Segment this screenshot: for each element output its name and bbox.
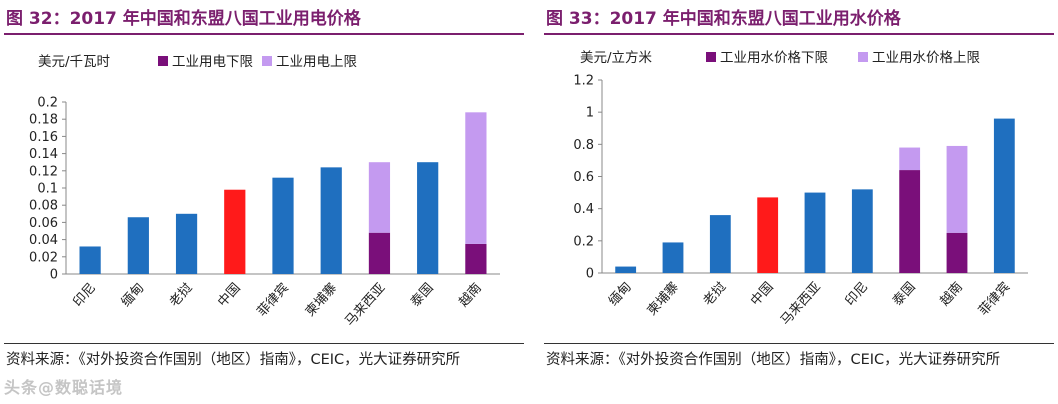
bar-upper-7 [899,147,921,171]
y-tick-label: 0.8 [573,138,594,153]
bar-lower-1 [615,266,637,273]
y-axis-unit-label: 美元/立方米 [580,50,653,66]
water-price-panel: 图 33：2017 年中国和东盟八国工业用水价格 美元/立方米 工业用水价格下限 工… [540,0,1058,404]
x-category-label: 印尼 [71,281,100,310]
y-axis-unit-label: 美元/千瓦时 [38,54,110,70]
x-category-label: 泰国 [890,280,919,309]
bar-lower-6 [320,167,342,274]
legend-label-upper: 工业用电上限 [276,54,357,70]
y-tick-label: 0 [586,267,594,282]
x-category-label: 柬埔寨 [302,280,340,320]
source-divider [544,343,1054,344]
y-tick-label: 0.12 [29,164,58,179]
x-category-label: 马来西亚 [778,280,824,329]
source-note-water: 资料来源：《对外投资合作国别（地区）指南》，CEIC，光大证券研究所 [546,352,1001,368]
bar-upper-9 [465,112,487,244]
y-tick-label: 0.08 [29,199,58,214]
bar-lower-7 [368,232,391,274]
x-category-label: 菲律宾 [254,280,292,320]
bar-lower-8 [417,162,439,274]
x-category-label: 缅甸 [119,281,148,310]
legend-label-upper: 工业用水价格上限 [872,50,980,66]
y-tick-label: 0 [50,268,58,283]
source-note-electricity: 资料来源：《对外投资合作国别（地区）指南》，CEIC，光大证券研究所 [6,352,461,368]
x-category-label: 泰国 [408,281,437,310]
y-tick-label: 1.2 [573,74,594,89]
y-tick-label: 0.4 [573,202,594,217]
source-divider [4,343,524,344]
y-tick-label: 0.14 [29,147,58,162]
y-tick-label: 0.18 [29,113,58,128]
legend-swatch-lower [706,52,716,62]
bar-lower-3 [175,213,198,274]
x-category-label: 印尼 [843,280,872,309]
electricity-price-chart: 美元/千瓦时 工业用电下限 工业用电上限 0 0.02 0.04 0.06 0.08 0.1 0.… [29,54,500,330]
x-category-label: 老挝 [167,281,196,310]
bar-lower-5 [272,177,294,274]
bar-lower-1 [79,246,101,274]
bar-lower-7 [899,170,921,273]
bar-upper-7 [368,162,391,233]
y-tick-label: 0.1 [37,182,58,197]
title-divider [4,33,524,35]
x-category-label: 越南 [456,280,485,310]
y-tick-label: 0.04 [29,233,58,248]
bar-lower-6 [851,189,873,273]
bar-lower-2 [662,242,684,273]
legend-label-lower: 工业用水价格下限 [720,50,828,66]
water-price-chart: 美元/立方米 工业用水价格下限 工业用水价格上限 0 0.2 0.4 0.6 0.8 1 1.2 缅… [573,50,1028,329]
x-category-label: 菲律宾 [975,279,1013,319]
y-tick-label: 0.2 [573,234,594,249]
y-tick-label: 0.6 [573,170,594,185]
legend-swatch-upper [262,56,272,66]
x-category-label: 缅甸 [606,280,635,309]
x-category-label: 越南 [937,279,966,309]
chart-title-water: 图 33：2017 年中国和东盟八国工业用水价格 [546,9,901,29]
y-tick-label: 1 [586,106,594,121]
y-tick-label: 0.02 [29,250,58,265]
y-tick-label: 0.2 [37,96,58,111]
bar-lower-9 [993,118,1015,273]
x-category-label: 柬埔寨 [644,279,682,319]
bar-upper-8 [946,145,968,233]
title-divider [544,33,1054,35]
bar-lower-2 [127,217,149,274]
bar-lower-4 [757,197,779,273]
legend-swatch-upper [858,52,868,62]
x-category-label: 老挝 [701,280,730,309]
watermark-text: 头条@数聪话境 [4,378,124,397]
bar-lower-8 [946,232,968,273]
y-tick-label: 0.06 [29,216,58,231]
chart-title-electricity: 图 32：2017 年中国和东盟八国工业用电价格 [6,9,361,29]
bar-lower-9 [465,243,487,274]
x-category-label: 中国 [215,281,244,310]
legend-swatch-lower [158,56,168,66]
bar-lower-5 [804,192,826,273]
x-category-label: 中国 [748,280,777,309]
bar-lower-3 [709,215,731,273]
bar-lower-4 [224,189,246,274]
x-category-label: 马来西亚 [342,281,388,330]
legend-label-lower: 工业用电下限 [172,54,253,70]
electricity-price-panel: 图 32：2017 年中国和东盟八国工业用电价格 美元/千瓦时 工业用电下限 工业用… [0,0,528,404]
y-tick-label: 0.16 [29,130,58,145]
